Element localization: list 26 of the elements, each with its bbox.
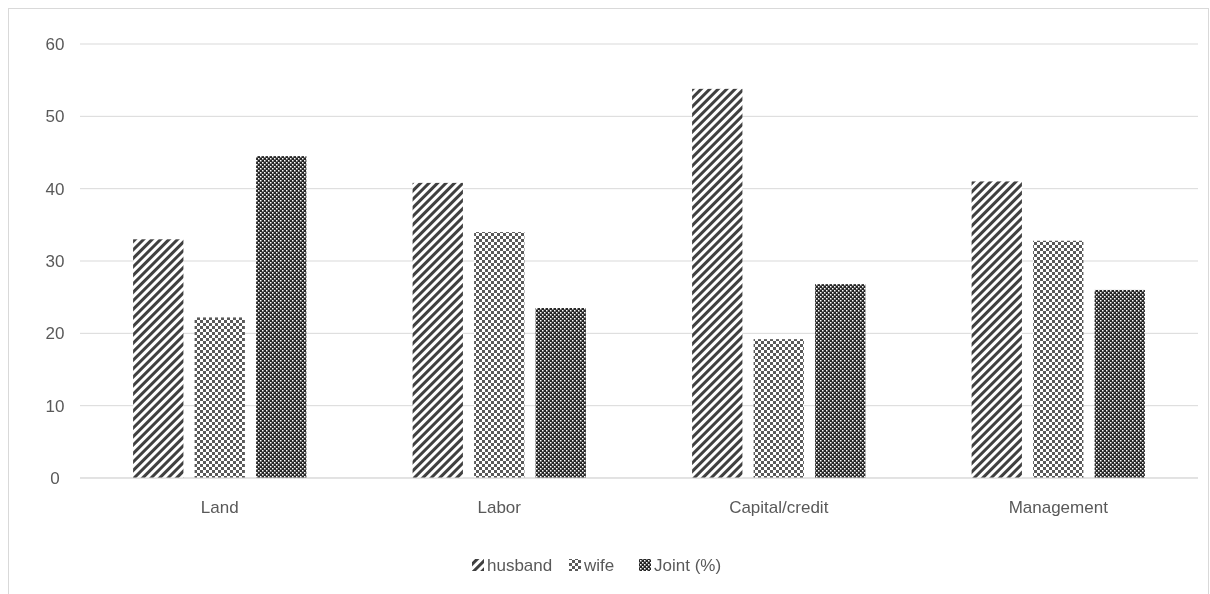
- bar: [815, 284, 866, 478]
- bar: [753, 339, 804, 478]
- legend-label: wife: [583, 555, 615, 575]
- bar: [194, 317, 245, 478]
- y-tick-label: 30: [45, 251, 65, 271]
- legend-label: husband: [487, 555, 553, 575]
- y-tick-label: 0: [50, 468, 60, 488]
- bar: [971, 181, 1022, 478]
- x-tick-label: Land: [200, 498, 239, 517]
- bar: [535, 308, 586, 478]
- x-tick-label: Management: [1008, 498, 1109, 517]
- bar: [412, 182, 463, 478]
- bar: [474, 232, 525, 478]
- bar: [256, 156, 307, 478]
- x-tick-label: Capital/credit: [729, 498, 829, 517]
- bar: [1094, 289, 1145, 478]
- bar: [133, 239, 184, 478]
- bar: [1033, 240, 1084, 478]
- legend-label: Joint (%): [654, 555, 722, 575]
- y-tick-label: 50: [45, 107, 65, 127]
- bar: [692, 88, 743, 478]
- y-tick-label: 60: [45, 34, 65, 54]
- x-tick-label: Labor: [477, 498, 522, 517]
- y-tick-label: 10: [45, 396, 65, 416]
- y-tick-label: 40: [45, 179, 65, 199]
- y-tick-label: 20: [45, 324, 65, 344]
